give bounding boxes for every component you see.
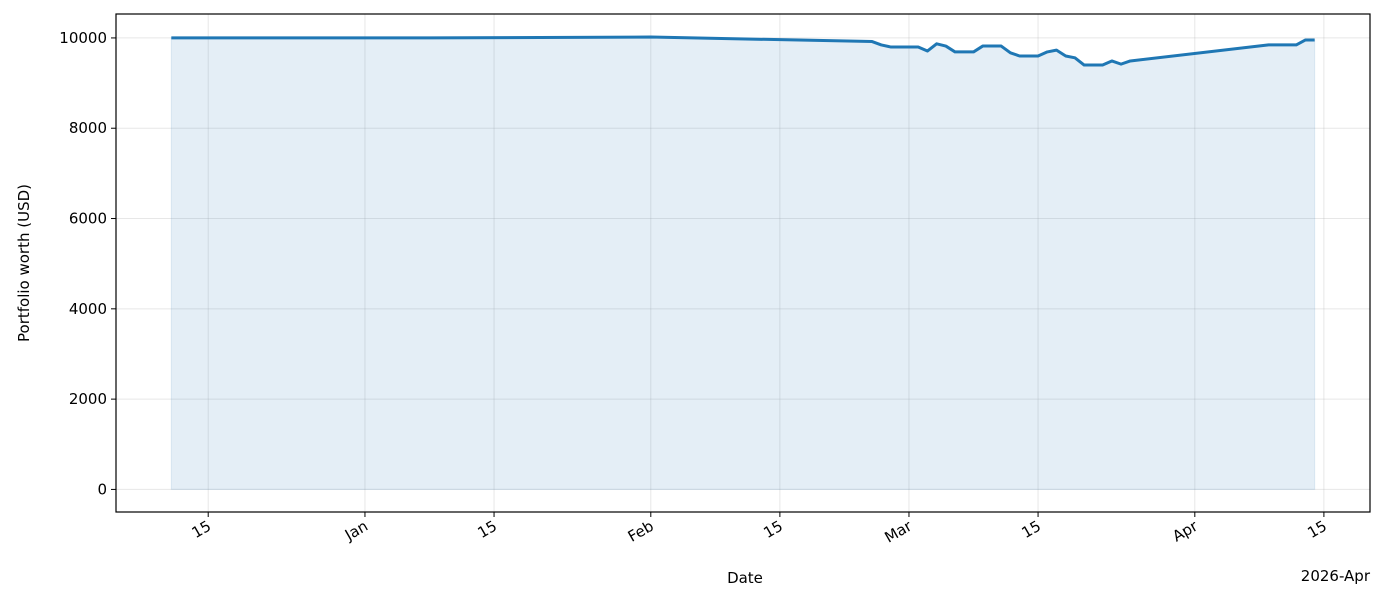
y-tick-label: 6000 [69, 210, 107, 228]
x-axis-label: Date [727, 569, 763, 587]
line [171, 35, 1315, 67]
y-axis-label: Portfolio worth (USD) [15, 184, 33, 342]
x-offset-label: 2026-Apr [1301, 567, 1371, 585]
x-tick-label: 15 [760, 517, 786, 542]
y-tick-label: 8000 [69, 119, 107, 137]
x-tick-label: Mar [881, 516, 915, 546]
x-tick-label: Jan [341, 517, 371, 545]
area-fill [170, 36, 1316, 490]
y-tick-label: 2000 [69, 390, 107, 408]
y-tick-label: 4000 [69, 300, 107, 318]
y-tick-label: 0 [97, 480, 107, 498]
plot-frame [115, 13, 1371, 513]
x-tick-label: 15 [475, 517, 501, 542]
y-tick-label: 10000 [59, 29, 107, 47]
x-tick-label: Feb [625, 517, 657, 546]
x-tick-label: 15 [1019, 517, 1045, 542]
x-tick-label: Apr [1169, 516, 1201, 545]
x-tick-label: 15 [1304, 517, 1330, 542]
x-tick-label: 15 [189, 517, 215, 542]
